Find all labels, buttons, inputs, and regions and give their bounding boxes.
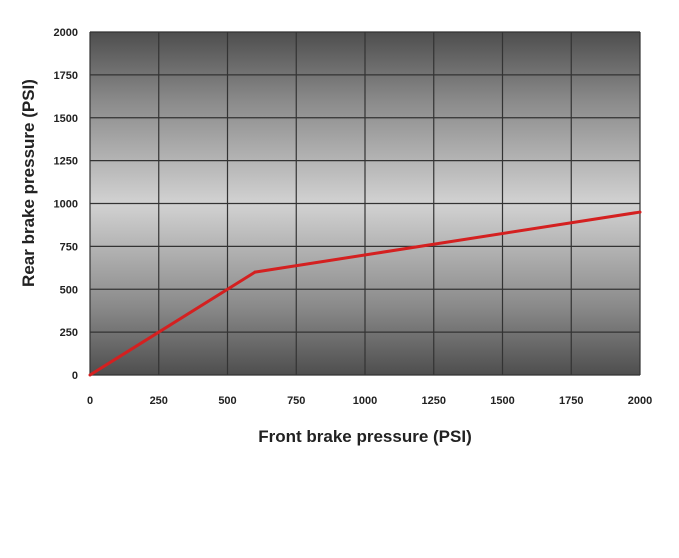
y-axis-ticks: 0 250 500 750 1000 1250 1500 1750 2000: [54, 27, 78, 382]
x-tick-label: 1000: [353, 395, 377, 407]
data-point: [88, 373, 92, 377]
x-axis-title: Front brake pressure (PSI): [258, 427, 472, 446]
x-tick-label: 250: [150, 395, 168, 407]
x-tick-label: 500: [218, 395, 236, 407]
data-point: [638, 210, 642, 214]
x-tick-label: 1250: [422, 395, 446, 407]
y-tick-label: 500: [60, 284, 78, 296]
y-tick-label: 1500: [54, 113, 78, 125]
y-tick-label: 250: [60, 327, 78, 339]
series-layer: [88, 210, 642, 377]
x-tick-label: 750: [287, 395, 305, 407]
grid-lines: [89, 31, 641, 376]
x-axis-ticks: 0 250 500 750 1000 1250 1500 1750 2000: [87, 395, 652, 407]
y-tick-label: 2000: [54, 27, 78, 39]
x-tick-label: 2000: [628, 395, 652, 407]
y-tick-label: 1750: [54, 70, 78, 82]
x-tick-label: 1750: [559, 395, 583, 407]
y-tick-label: 1250: [54, 156, 78, 168]
y-tick-label: 750: [60, 241, 78, 253]
data-point: [253, 270, 257, 274]
y-tick-label: 0: [72, 370, 78, 382]
x-tick-label: 1500: [490, 395, 514, 407]
y-axis-title: Rear brake pressure (PSI): [19, 79, 38, 287]
y-tick-label: 1000: [54, 199, 78, 211]
x-tick-label: 0: [87, 395, 93, 407]
